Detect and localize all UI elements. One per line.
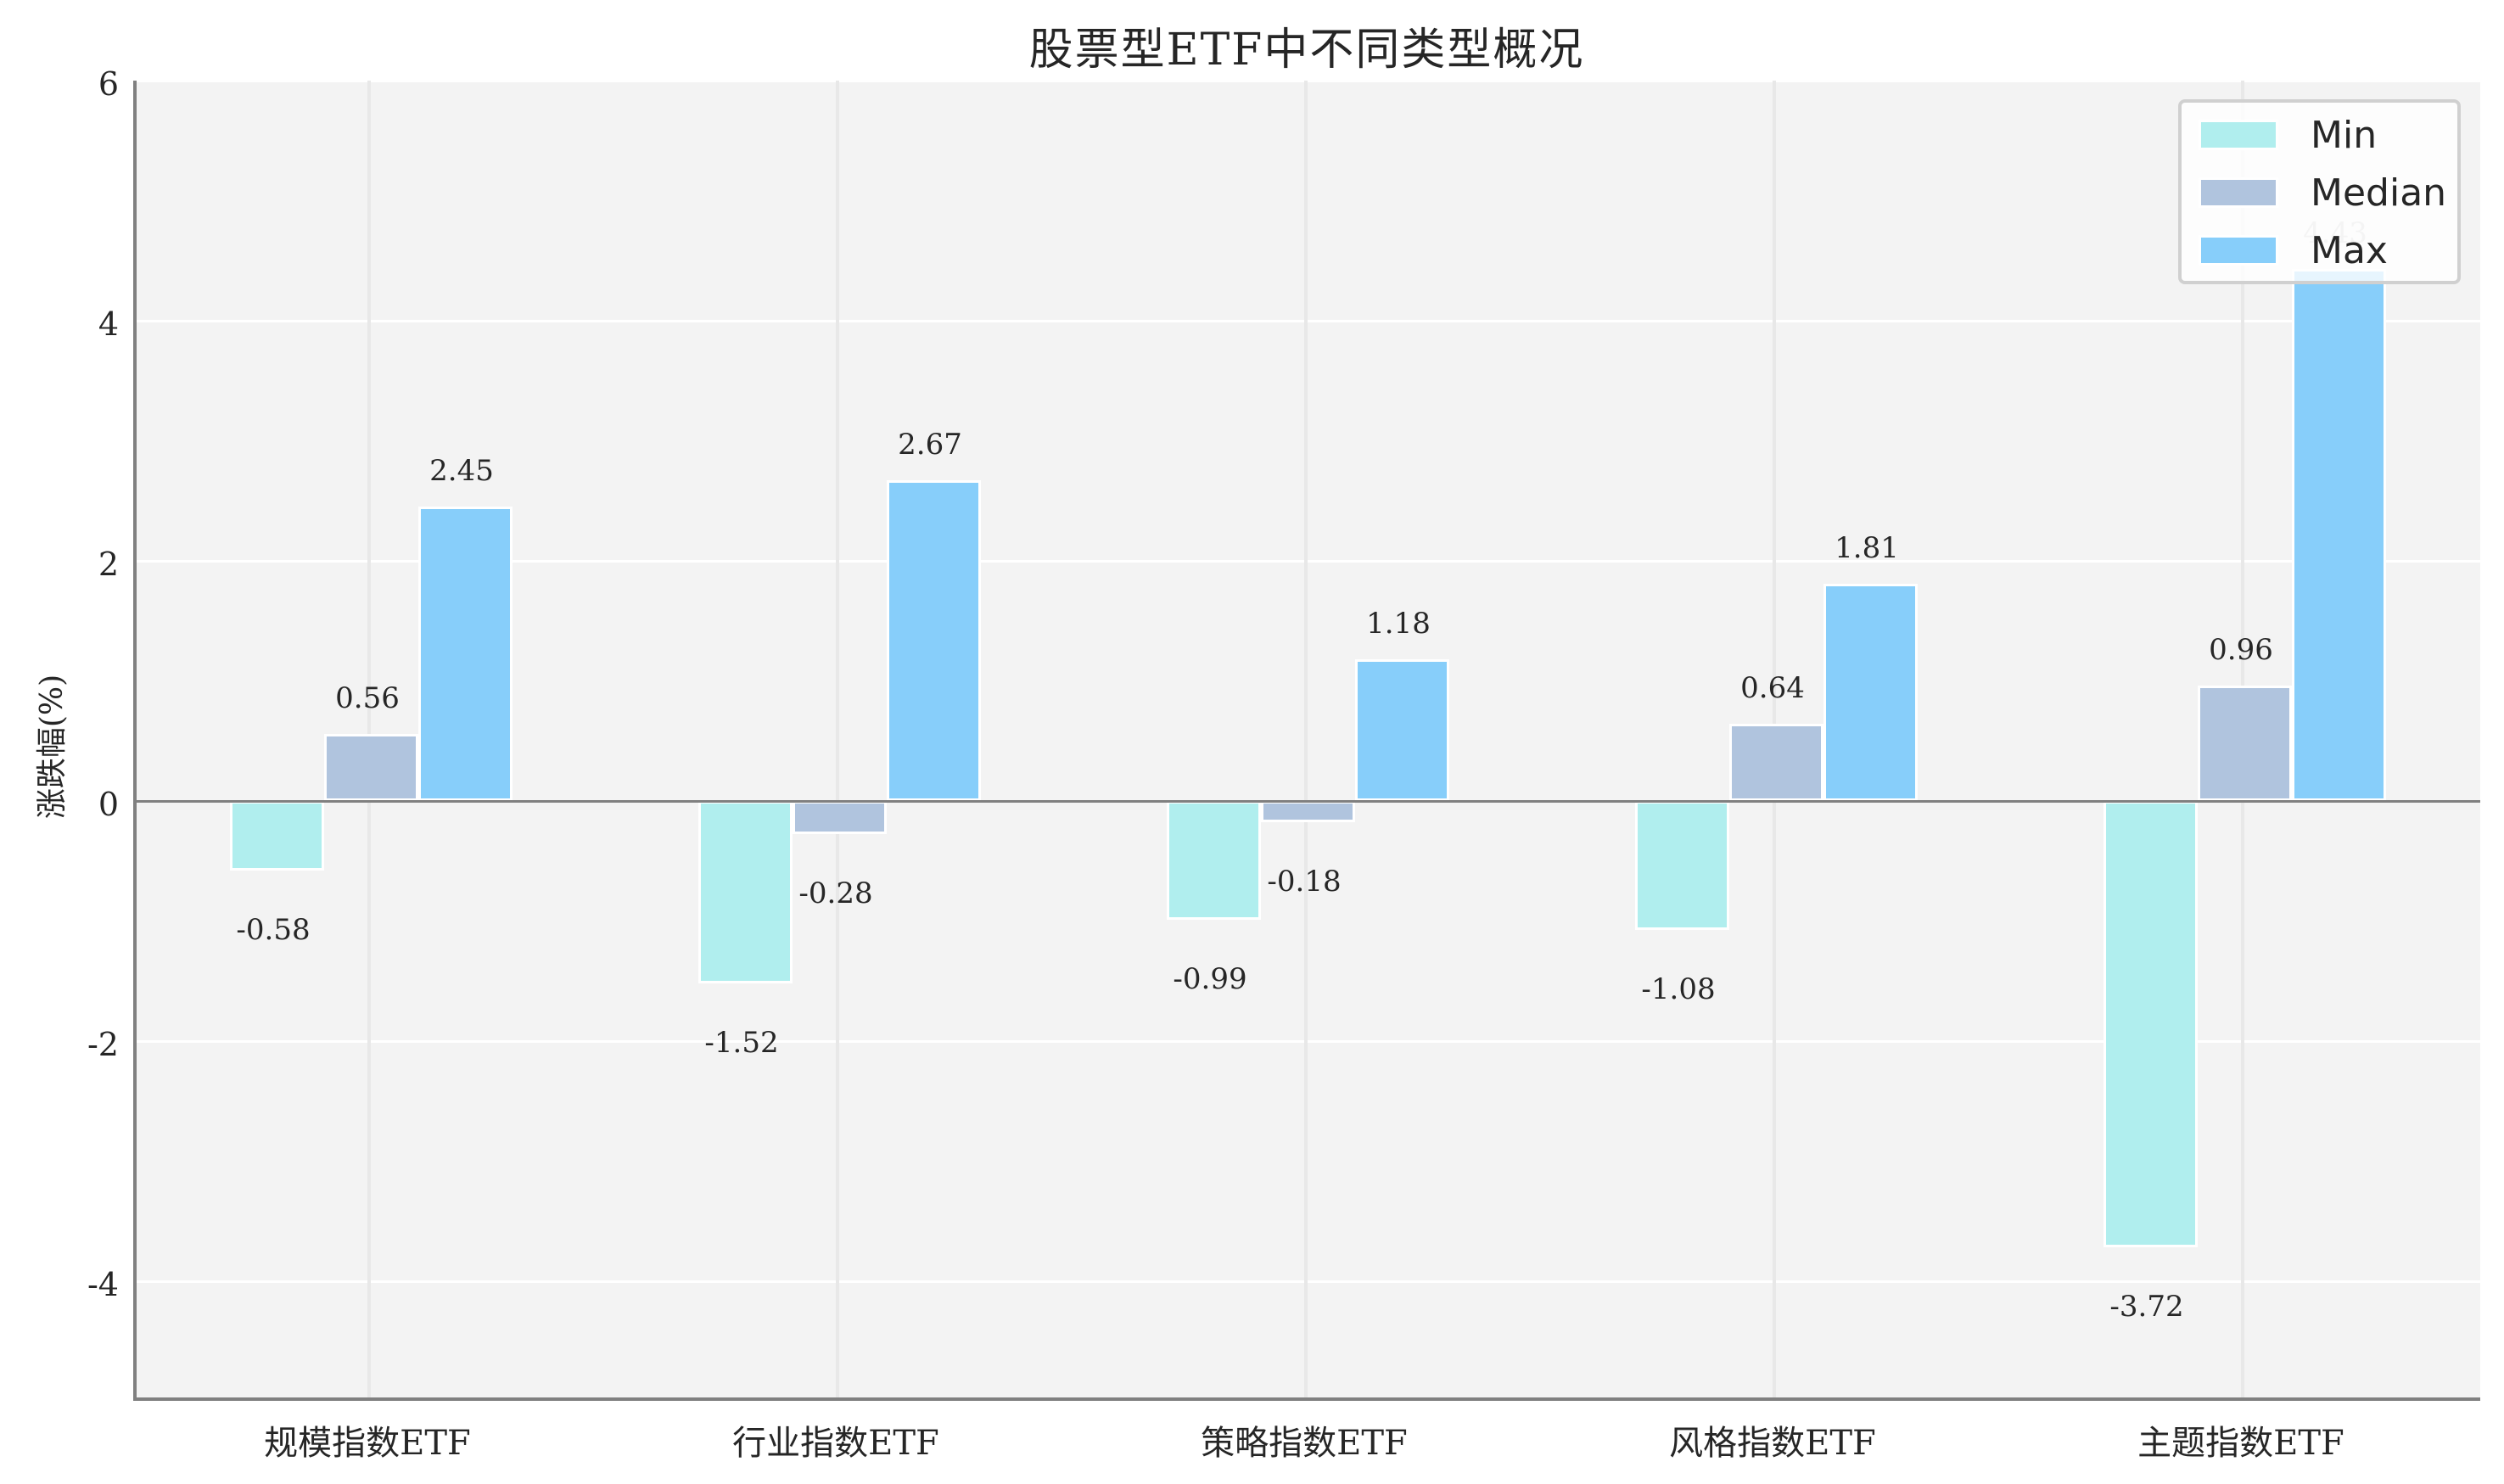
x-gridline bbox=[836, 81, 839, 1397]
bar-median bbox=[792, 800, 887, 835]
bar-max bbox=[1354, 658, 1449, 801]
value-label: -0.99 bbox=[1173, 961, 1247, 996]
zero-line bbox=[137, 799, 2480, 803]
legend-item-median: Median bbox=[2199, 167, 2446, 218]
legend-label: Min bbox=[2311, 113, 2378, 157]
chart-title: 股票型ETF中不同类型概况 bbox=[1028, 25, 1585, 76]
bar-max bbox=[1823, 583, 1918, 801]
bar-median bbox=[323, 733, 418, 801]
bar-min bbox=[1634, 800, 1729, 931]
legend-label: Max bbox=[2311, 228, 2388, 272]
bar-median bbox=[1728, 724, 1823, 801]
legend-swatch bbox=[2199, 120, 2278, 150]
legend-label: Median bbox=[2311, 171, 2447, 215]
x-tick-label: 规模指数ETF bbox=[264, 1424, 471, 1463]
bar-max bbox=[417, 507, 513, 801]
y-tick-label: 0 bbox=[98, 785, 119, 823]
value-label: -0.18 bbox=[1267, 865, 1342, 899]
value-label: 0.64 bbox=[1740, 671, 1805, 706]
legend-item-min: Min bbox=[2199, 109, 2377, 160]
value-label: 0.56 bbox=[335, 680, 400, 715]
value-label: -0.28 bbox=[798, 876, 873, 911]
bar-min bbox=[697, 800, 793, 983]
y-gridline bbox=[137, 1039, 2480, 1043]
value-label: 2.67 bbox=[898, 428, 962, 462]
value-label: 1.81 bbox=[1835, 530, 1899, 565]
y-tick-label: -2 bbox=[87, 1025, 119, 1063]
value-label: -1.08 bbox=[1641, 972, 1716, 1007]
bar-min bbox=[1166, 800, 1261, 920]
value-label: 0.96 bbox=[2209, 632, 2273, 667]
bar-min bbox=[2103, 800, 2198, 1247]
bar-min bbox=[229, 800, 324, 871]
value-label: 2.45 bbox=[429, 454, 494, 489]
bar-max bbox=[886, 480, 981, 801]
plot-area bbox=[133, 80, 2480, 1401]
y-tick-label: 6 bbox=[98, 65, 119, 103]
x-tick-label: 风格指数ETF bbox=[1669, 1424, 1876, 1463]
value-label: -0.58 bbox=[236, 912, 311, 947]
x-tick-label: 行业指数ETF bbox=[732, 1424, 939, 1463]
legend: Min Median Max bbox=[2178, 99, 2461, 284]
legend-item-max: Max bbox=[2199, 225, 2388, 276]
y-gridline bbox=[137, 80, 2480, 82]
value-label: -1.52 bbox=[704, 1025, 779, 1060]
value-label: -3.72 bbox=[2109, 1289, 2184, 1324]
y-gridline bbox=[137, 559, 2480, 563]
y-tick-label: 2 bbox=[98, 545, 119, 583]
y-tick-label: -4 bbox=[87, 1265, 119, 1303]
x-tick-label: 主题指数ETF bbox=[2137, 1424, 2344, 1463]
x-gridline bbox=[1304, 81, 1308, 1397]
value-label: 1.18 bbox=[1366, 606, 1431, 641]
bar-median bbox=[2197, 685, 2292, 801]
y-gridline bbox=[137, 319, 2480, 322]
legend-swatch bbox=[2199, 235, 2278, 266]
x-tick-label: 策略指数ETF bbox=[1201, 1424, 1408, 1463]
bar-median bbox=[1260, 800, 1355, 823]
legend-swatch bbox=[2199, 177, 2278, 208]
bar-max bbox=[2291, 269, 2386, 801]
y-gridline bbox=[137, 1280, 2480, 1283]
y-tick-label: 4 bbox=[98, 305, 119, 343]
